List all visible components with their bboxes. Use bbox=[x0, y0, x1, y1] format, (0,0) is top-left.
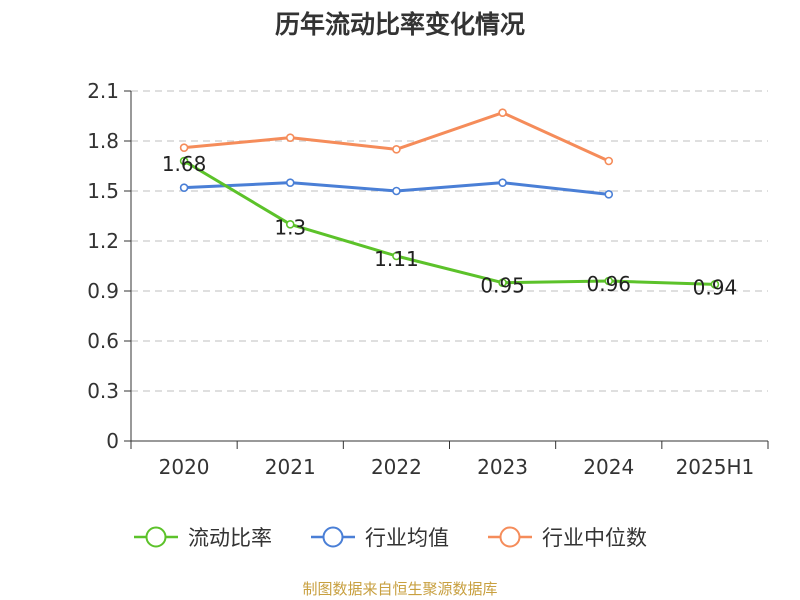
legend[interactable]: 流动比率 行业均值 行业中位数 bbox=[134, 526, 647, 550]
data-point bbox=[392, 186, 401, 196]
y-tick-label: 1.2 bbox=[87, 229, 119, 253]
legend-label: 行业均值 bbox=[365, 526, 449, 550]
data-point bbox=[604, 156, 614, 166]
data-point bbox=[498, 278, 507, 287]
chart-title: 历年流动比率变化情况 bbox=[275, 10, 525, 39]
data-label: 0.95 bbox=[480, 274, 525, 298]
data-point bbox=[604, 190, 614, 199]
y-tick-label: 0 bbox=[106, 429, 119, 453]
data-point bbox=[392, 251, 401, 261]
legend-item[interactable]: 流动比率 bbox=[134, 526, 272, 550]
data-label: 1.11 bbox=[374, 247, 419, 271]
y-tick-label: 2.1 bbox=[87, 79, 119, 103]
legend-label: 流动比率 bbox=[188, 526, 272, 550]
data-label: 1.68 bbox=[162, 152, 207, 176]
data-point bbox=[604, 276, 614, 286]
data-point bbox=[285, 133, 295, 142]
axes: 0 0.3 0.6 0.9 1.2 1.5 1.8 2.1 2020 2021 2022 2023 20… bbox=[87, 79, 769, 479]
y-tick-label: 1.8 bbox=[87, 129, 119, 153]
data-point bbox=[498, 108, 507, 117]
data-point bbox=[285, 178, 295, 187]
legend-item[interactable]: 行业均值 bbox=[311, 526, 449, 550]
legend-marker bbox=[322, 526, 344, 548]
data-point bbox=[285, 220, 295, 229]
data-label: 0.96 bbox=[586, 272, 631, 296]
y-tick-label: 0.9 bbox=[87, 279, 119, 303]
legend-item[interactable]: 行业中位数 bbox=[488, 526, 647, 550]
x-tick-label: 2022 bbox=[371, 455, 422, 479]
y-tick-label: 0.3 bbox=[87, 379, 119, 403]
legend-marker bbox=[499, 526, 521, 548]
data-point bbox=[179, 183, 189, 192]
x-tick-label: 2023 bbox=[477, 455, 528, 479]
y-tick-label: 1.5 bbox=[87, 179, 119, 203]
series-line bbox=[183, 111, 610, 163]
x-tick-label: 2025H1 bbox=[676, 455, 755, 479]
x-tick-label: 2020 bbox=[159, 455, 210, 479]
series-lines bbox=[179, 108, 720, 289]
data-label: 1.3 bbox=[274, 215, 306, 239]
source-note: 制图数据来自恒生聚源数据库 bbox=[302, 580, 497, 598]
data-point bbox=[498, 178, 507, 187]
x-tick-label: 2021 bbox=[265, 455, 316, 479]
legend-marker bbox=[145, 526, 167, 548]
data-label: 0.94 bbox=[693, 275, 738, 299]
series-2 bbox=[179, 108, 614, 166]
legend-label: 行业中位数 bbox=[542, 526, 647, 550]
data-point bbox=[710, 280, 720, 289]
series-1 bbox=[179, 178, 614, 199]
y-tick-label: 0.6 bbox=[87, 329, 119, 353]
series-line bbox=[183, 159, 715, 286]
x-tick-label: 2024 bbox=[583, 455, 634, 479]
series-0 bbox=[179, 156, 720, 289]
data-labels: 1.68 1.3 1.11 0.95 0.96 0.94 bbox=[162, 152, 737, 299]
data-point bbox=[392, 145, 401, 154]
grid-lines bbox=[131, 90, 768, 392]
data-point bbox=[179, 156, 189, 166]
data-point bbox=[179, 143, 189, 152]
